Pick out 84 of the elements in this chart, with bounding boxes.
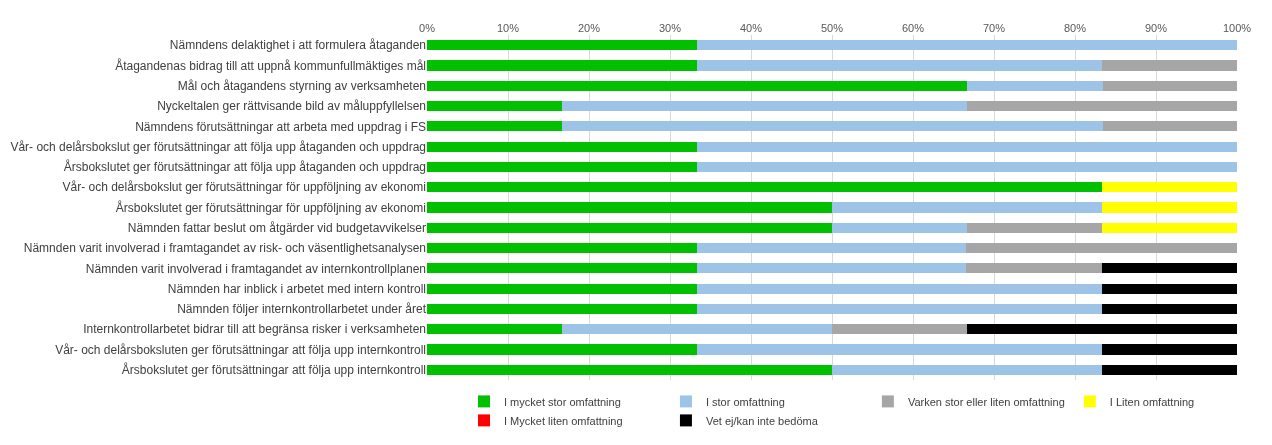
y-tick-label: Nämndens förutsättningar att arbeta med uppdrag i FS — [135, 119, 426, 134]
bar — [427, 182, 1102, 193]
bar — [427, 60, 697, 71]
legend-label: Varken stor eller liten omfattning — [907, 395, 1065, 408]
bar — [696, 263, 967, 274]
bar — [966, 263, 1102, 274]
y-tick-label: Årsbokslutet ger förutsättningar för uppföljning av ekonomi — [115, 199, 426, 215]
y-tick-label: Åtagandenas bidrag till att uppnå kommunfullmäktiges mål — [115, 57, 426, 73]
y-tick-label: Nämnden varit involverad i framtagandet av internkontrollplanen — [85, 261, 426, 276]
bar — [1101, 303, 1237, 315]
legend-label: I Mycket liten omfattning — [504, 414, 623, 427]
bar — [832, 324, 968, 335]
bar — [427, 364, 832, 375]
y-tick-label: Vår- och delårsboksluten ger förutsättningar att följa upp internkontroll — [55, 342, 426, 357]
y-tick-label: Årsbokslutet ger förutsättningar att följa upp internkontroll — [121, 362, 426, 378]
x-tick-label: 50% — [820, 21, 844, 34]
bar — [696, 161, 1237, 172]
bar — [1101, 222, 1237, 233]
legend-label: I stor omfattning — [705, 395, 785, 408]
y-tick-label: Nyckeltalen ger rättvisande bild av måluppfyllelsen — [157, 99, 426, 114]
y-tick-label: Nämnden har inblick i arbetet med intern kontroll — [167, 281, 426, 296]
bar — [832, 222, 968, 233]
bar — [696, 40, 1237, 51]
x-tick-label: 40% — [739, 21, 763, 34]
bar — [427, 80, 968, 91]
x-tick-label: 0% — [419, 21, 436, 34]
bar — [1101, 344, 1237, 355]
bar — [696, 60, 1102, 71]
x-tick-label: 20% — [577, 21, 601, 34]
y-tick-label: Nämnden varit involverad i framtagandet av risk- och väsentlighetsanalysen — [23, 241, 426, 256]
y-tick-label: Årsbokslutet ger förutsättningar att följa upp åtaganden och uppdrag — [63, 159, 426, 175]
bar — [427, 324, 563, 335]
legend-label: I Liten omfattning — [1109, 395, 1195, 408]
bar — [427, 40, 697, 51]
x-tick-label: 100% — [1222, 21, 1252, 34]
x-tick-label: 70% — [982, 21, 1006, 34]
bar — [427, 263, 697, 274]
bar — [427, 303, 697, 315]
bar — [1102, 121, 1237, 132]
y-tick-label: Internkontrollarbetet bidrar till att begränsa risker i verksamheten — [83, 322, 426, 337]
bar — [696, 243, 967, 254]
bar — [427, 100, 563, 112]
bar — [427, 344, 697, 355]
bar — [562, 324, 832, 335]
x-tick-label: 10% — [496, 21, 520, 34]
bar — [1101, 283, 1237, 294]
x-tick-label: 90% — [1144, 21, 1168, 34]
bar — [1101, 202, 1237, 213]
bar — [562, 100, 968, 112]
bar — [1101, 182, 1237, 193]
x-tick-label: 60% — [901, 21, 925, 34]
bar — [832, 202, 1102, 213]
legend-label: Vet ej/kan inte bedöma — [705, 414, 819, 427]
bar — [427, 243, 697, 254]
bar — [966, 243, 1237, 254]
x-tick-label: 30% — [658, 21, 682, 34]
bar — [427, 161, 697, 172]
y-tick-label: Nämnden följer internkontrollarbetet under året — [177, 302, 427, 317]
bar — [696, 303, 1102, 315]
y-tick-label: Nämnden fattar beslut om åtgärder vid budgetavvikelser — [127, 220, 426, 235]
legend-label: I mycket stor omfattning — [504, 395, 621, 408]
bar — [696, 344, 1102, 355]
y-tick-label: Vår- och delårsbokslut ger förutsättningar att följa upp åtaganden och uppdrag — [10, 139, 426, 154]
bar — [967, 222, 1102, 233]
bar — [427, 141, 697, 152]
bar — [1102, 80, 1237, 91]
bar — [1101, 364, 1237, 375]
bar — [1101, 60, 1237, 71]
y-tick-label: Mål och åtagandens styrning av verksamheten — [177, 78, 426, 93]
bar — [562, 121, 1103, 132]
bar — [967, 100, 1237, 112]
bar — [832, 364, 1102, 375]
bar — [427, 283, 697, 294]
bar — [967, 80, 1103, 91]
bar — [696, 283, 1102, 294]
y-tick-label: Vår- och delårsbokslut ger förutsättningar för uppföljning av ekonomi — [62, 180, 426, 195]
bar — [967, 324, 1237, 335]
bar — [427, 202, 832, 213]
bar — [1101, 263, 1237, 274]
bar — [696, 141, 1237, 152]
bar — [427, 121, 563, 132]
x-tick-label: 80% — [1063, 21, 1087, 34]
bar — [427, 222, 832, 233]
y-tick-label: Nämndens delaktighet i att formulera åtaganden — [169, 38, 426, 53]
